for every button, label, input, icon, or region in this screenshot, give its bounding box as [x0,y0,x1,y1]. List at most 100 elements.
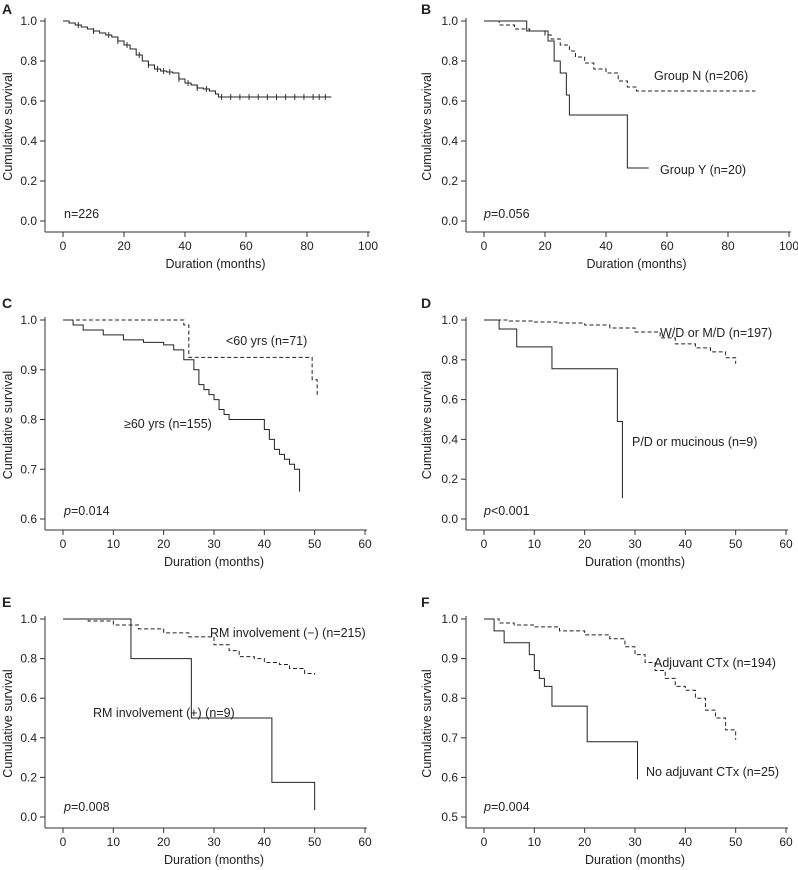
x-axis-title: Duration (months) [586,257,686,271]
y-tick-label: 1.0 [20,14,37,28]
y-tick-label: 0.6 [441,393,458,407]
x-axis-title: Duration (months) [164,853,264,867]
panel-b: B 0.0 0.2 0.4 0.6 0.8 1.0 0 20 40 60 80 100 Duration … [420,1,798,271]
panel-letter: E [2,594,11,610]
y-axis-title: Cumulative survival [420,669,434,777]
x-tick-label: 0 [481,537,488,551]
x-tick-label: 80 [300,239,314,253]
survival-curve-solid [484,319,623,499]
p-value-label: p=0.056 [483,207,530,221]
x-axis-title: Duration (months) [164,555,264,569]
x-tick-label: 40 [258,835,272,849]
y-tick-label: 0.2 [20,770,37,784]
y-tick-label: 0.6 [441,94,458,108]
panel-letter: C [2,295,12,311]
survival-curve-dashed [484,319,737,364]
y-tick-label: 0.8 [441,54,458,68]
x-tick-label: 20 [578,835,592,849]
panel-c: C 0.6 0.7 0.8 0.9 1.0 0 10 20 30 40 50 60 Duration (m… [1,295,372,569]
panel-d: D 0.0 0.2 0.4 0.6 0.8 1.0 0 10 20 30 40 50 60 Duration… [420,295,793,569]
y-tick-label: 0.8 [441,353,458,367]
y-tick-label: 0.2 [20,174,37,188]
x-tick-label: 50 [308,835,322,849]
x-tick-label: 20 [538,239,552,253]
x-tick-label: 0 [60,537,67,551]
y-tick-label: 0.0 [441,512,458,526]
x-tick-label: 60 [358,537,372,551]
x-tick-label: 0 [481,835,488,849]
panel-e: E 0.0 0.2 0.4 0.6 0.8 1.0 0 10 20 30 40 50 60 Duration… [1,594,372,867]
x-tick-label: 100 [358,239,378,253]
series-label: No adjuvant CTx (n=25) [646,765,779,779]
y-tick-label: 1.0 [20,612,37,626]
survival-curve-dashed [63,618,316,675]
y-tick-label: 0.8 [441,691,458,705]
y-tick-label: 0.4 [20,731,37,745]
y-tick-label: 0.6 [441,770,458,784]
series-label: Group Y (n=20) [660,163,746,177]
x-tick-label: 0 [60,239,67,253]
p-value: =0.008 [71,800,110,814]
p-value: =0.014 [71,504,110,518]
x-tick-label: 30 [207,835,221,849]
x-tick-label: 0 [60,835,67,849]
p-value: =0.056 [491,207,530,221]
p-value-label: p<0.001 [483,504,530,518]
x-tick-label: 60 [779,835,793,849]
y-tick-label: 1.0 [441,14,458,28]
panel-letter: F [421,594,430,610]
y-tick-label: 0.9 [441,652,458,666]
x-tick-label: 10 [528,835,542,849]
y-axis-title: Cumulative survival [420,72,434,180]
series-label: RM involvement (−) (n=215) [210,626,366,640]
y-tick-label: 0.8 [20,413,37,427]
y-axis-title: Cumulative survival [1,669,15,777]
x-tick-label: 10 [107,537,121,551]
survival-curve-solid [484,618,639,780]
p-value-label: p=0.004 [483,800,530,814]
p-value-label: p=0.014 [63,504,110,518]
x-tick-label: 20 [157,537,171,551]
y-axis-title: Cumulative survival [1,371,15,479]
series-label: RM involvement (+) (n=9) [93,706,235,720]
x-tick-label: 60 [358,835,372,849]
y-tick-label: 0.4 [441,134,458,148]
x-tick-label: 50 [729,835,743,849]
y-tick-label: 0.5 [441,810,458,824]
y-tick-label: 0.4 [20,134,37,148]
series-label: <60 yrs (n=71) [226,334,307,348]
survival-curve-solid [63,618,316,811]
panel-a: A 0.0 0.2 0.4 0.6 0.8 1.0 0 20 40 60 80 100 Duration … [1,1,378,271]
x-tick-label: 30 [628,537,642,551]
panel-letter: B [421,1,431,17]
y-tick-label: 0.8 [20,54,37,68]
p-value: =0.004 [491,800,530,814]
sample-size-label: n=226 [64,207,99,221]
x-tick-label: 60 [779,537,793,551]
y-axis-title: Cumulative survival [420,371,434,479]
x-tick-label: 80 [721,239,735,253]
y-axis-title: Cumulative survival [1,72,15,180]
x-tick-label: 40 [679,537,693,551]
p-symbol: p [483,800,491,814]
y-tick-label: 0.7 [20,462,37,476]
y-tick-label: 0.9 [20,363,37,377]
y-tick-label: 0.4 [441,432,458,446]
x-tick-label: 30 [207,537,221,551]
p-symbol: p [63,504,71,518]
y-tick-label: 0.2 [441,174,458,188]
panel-letter: D [421,295,431,311]
y-tick-label: 1.0 [20,313,37,327]
x-axis-title: Duration (months) [585,853,685,867]
x-tick-label: 40 [178,239,192,253]
x-tick-label: 10 [528,537,542,551]
y-tick-label: 1.0 [441,612,458,626]
y-tick-label: 0.7 [441,731,458,745]
p-value: <0.001 [491,504,530,518]
y-tick-label: 0.8 [20,652,37,666]
survival-curve-solid [484,20,649,169]
x-tick-label: 40 [679,835,693,849]
p-symbol: p [63,800,71,814]
survival-curve-solid [63,319,301,492]
